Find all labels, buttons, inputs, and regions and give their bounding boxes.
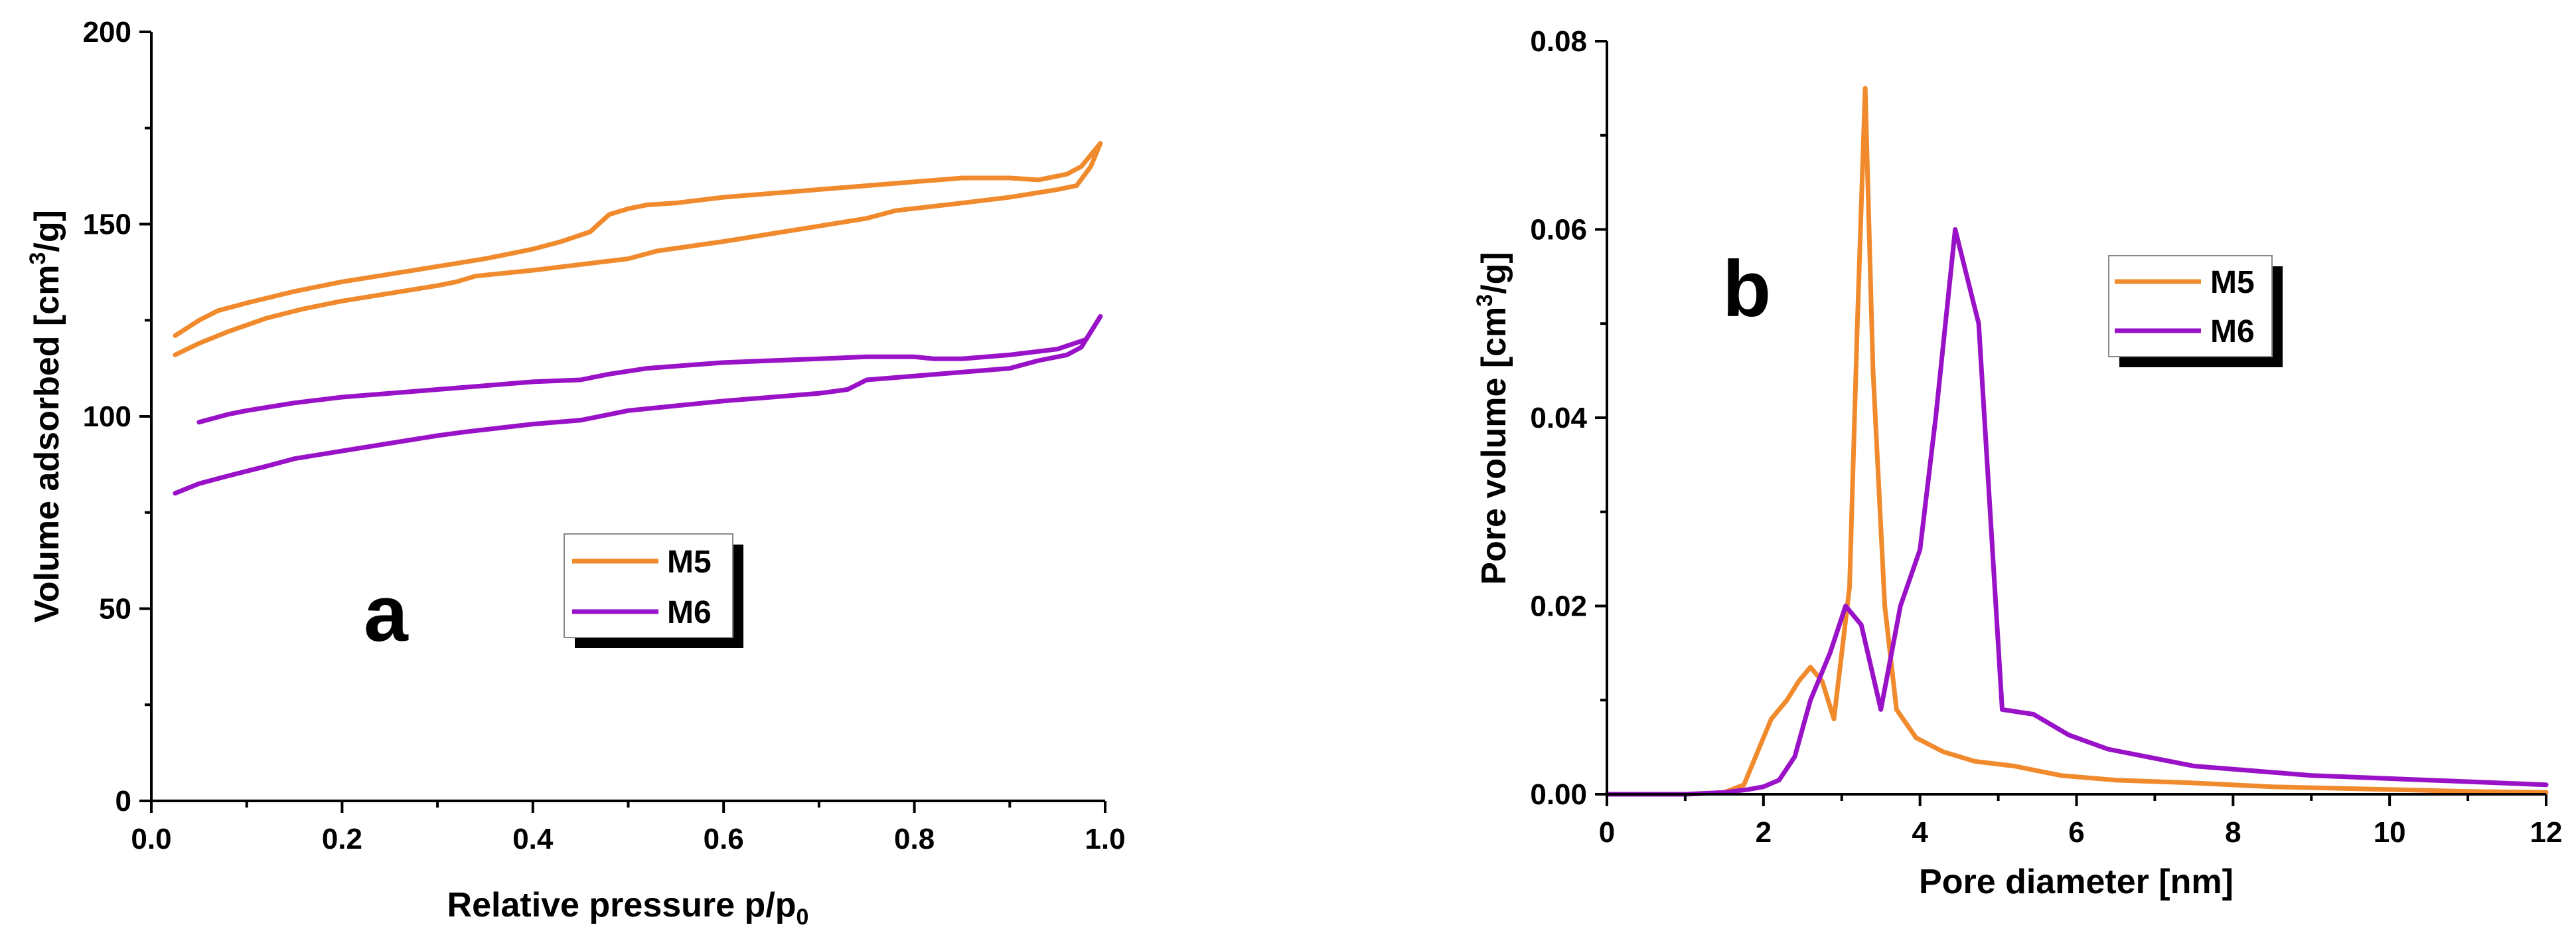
x-tick-label: 8 bbox=[2225, 816, 2241, 849]
x-tick-label: 2 bbox=[1756, 816, 1772, 849]
panel-b-y-axis-title: Pore volume [cm3/g] bbox=[1472, 252, 1513, 584]
y-tick-label: 100 bbox=[83, 400, 131, 433]
panel-b-x-ticks: 0 2 4 6 8 10 12 bbox=[1599, 794, 2563, 849]
x-tick-label: 12 bbox=[2530, 816, 2563, 849]
x-tick-label: 1.0 bbox=[1085, 823, 1125, 855]
series-line-m6 bbox=[1604, 227, 2549, 797]
y-tick-label: 0.04 bbox=[1530, 402, 1587, 434]
x-tick-label: 0.6 bbox=[704, 823, 744, 855]
x-tick-label: 6 bbox=[2068, 816, 2084, 849]
panel-a-legend: M5 M6 bbox=[564, 533, 743, 648]
panel-b-x-axis-title: Pore diameter [nm] bbox=[1919, 863, 2234, 901]
series-adsorption-line-m6 bbox=[173, 314, 1103, 496]
panel-a-y-axis-title: Volume adsorbed [cm3/g] bbox=[25, 210, 66, 623]
y-tick-label: 0.00 bbox=[1530, 778, 1587, 811]
x-tick-label: 0.2 bbox=[322, 823, 362, 855]
panel-b-legend-label-m6: M6 bbox=[2210, 314, 2255, 349]
x-tick-label: 0 bbox=[1599, 816, 1615, 849]
series-adsorption-line-m5 bbox=[173, 141, 1103, 357]
panel-a-legend-box bbox=[564, 533, 733, 638]
panel-a-series-group bbox=[173, 141, 1103, 496]
panel-a-legend-label-m5: M5 bbox=[667, 545, 712, 580]
panel-b-legend: M5 M6 bbox=[2108, 255, 2283, 367]
series-desorption-line-m6 bbox=[196, 314, 1103, 425]
y-tick-label: 0.02 bbox=[1530, 590, 1587, 623]
series-line-m5 bbox=[1604, 86, 2549, 797]
panel-b-legend-box bbox=[2108, 255, 2273, 357]
x-tick-label: 4 bbox=[1912, 816, 1928, 849]
y-tick-label: 0 bbox=[115, 785, 131, 818]
panel-a-y-ticks: 0 50 100 150 200 bbox=[83, 16, 151, 818]
panel-a-isotherm-chart: 0.0 0.2 0.4 0.6 0.8 1.0 0 50 100 150 200 Relative… bbox=[25, 16, 1126, 930]
panel-b-series-group bbox=[1604, 86, 2549, 797]
y-tick-label: 50 bbox=[99, 593, 131, 626]
panel-b-legend-label-m5: M5 bbox=[2210, 265, 2255, 300]
x-tick-label: 0.4 bbox=[512, 823, 554, 855]
panel-b-y-ticks: 0.00 0.02 0.04 0.06 0.08 bbox=[1530, 25, 1607, 811]
y-tick-label: 200 bbox=[83, 16, 131, 48]
series-desorption-line-m5 bbox=[173, 141, 1103, 338]
y-tick-label: 0.06 bbox=[1530, 214, 1587, 246]
panel-a-x-ticks: 0.0 0.2 0.4 0.6 0.8 1.0 bbox=[131, 801, 1126, 855]
panel-a-legend-label-m6: M6 bbox=[667, 595, 712, 630]
y-tick-label: 150 bbox=[83, 209, 131, 241]
panel-a-letter: a bbox=[364, 569, 409, 658]
x-tick-label: 0.0 bbox=[131, 823, 171, 855]
panel-b-pore-distribution-chart: 0 2 4 6 8 10 12 0.00 0.02 0.04 0.06 0.08 Pore diam… bbox=[1472, 25, 2562, 901]
x-tick-label: 10 bbox=[2374, 816, 2406, 849]
y-tick-label: 0.08 bbox=[1530, 25, 1587, 58]
x-tick-label: 0.8 bbox=[894, 823, 935, 855]
panel-b-letter: b bbox=[1722, 244, 1771, 333]
panel-a-x-axis-title: Relative pressure p/p0 bbox=[447, 886, 809, 930]
